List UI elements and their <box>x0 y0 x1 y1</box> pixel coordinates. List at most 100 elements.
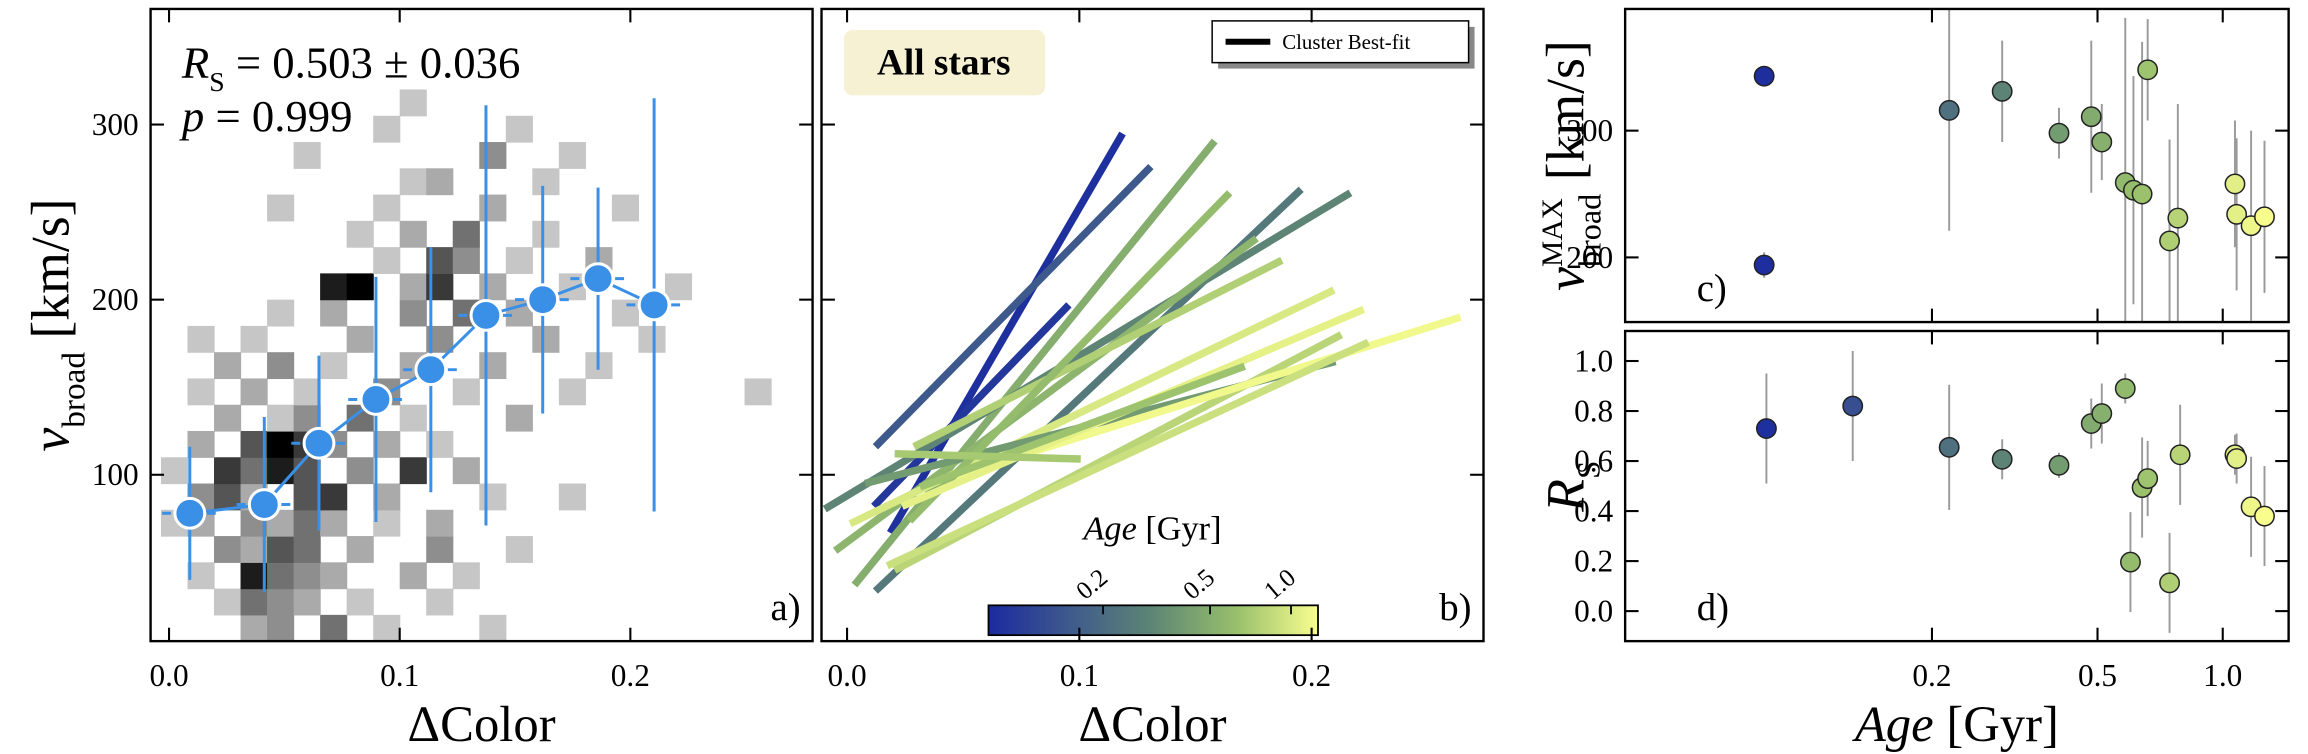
binned-point <box>581 262 615 296</box>
heatmap-cell <box>320 509 348 537</box>
heatmap-cell <box>267 536 295 563</box>
sub-text: S <box>209 66 224 97</box>
sub-text: broad <box>1572 194 1608 267</box>
main-text: Age <box>1081 510 1136 548</box>
heatmap-cell <box>214 483 242 511</box>
heatmap-cell <box>187 430 215 458</box>
unit-text: [km/s] <box>1535 40 1595 180</box>
point <box>2048 454 2070 476</box>
sub-text: S <box>1570 460 1607 479</box>
heatmap-cell <box>505 115 533 143</box>
heatmap-cell <box>373 247 401 274</box>
heatmap-cell <box>293 378 321 406</box>
sub-text: broad <box>56 352 93 428</box>
y-axis-label: vMAX broad [km/s] <box>1535 40 1607 291</box>
main-text: p <box>179 91 204 141</box>
point <box>2226 203 2248 225</box>
colorbar-tick-label: 0.2 <box>1071 563 1113 605</box>
heatmap-cell <box>187 562 215 590</box>
tag-text: All stars <box>877 43 1011 84</box>
y-tick-label: 0.6 <box>1574 443 1613 478</box>
fit-line <box>912 256 1284 451</box>
heatmap-cell <box>664 273 693 301</box>
heatmap-cell <box>293 457 321 485</box>
heatmap-cell <box>373 509 401 537</box>
heatmap-cell <box>373 614 401 642</box>
heatmap-cell <box>320 299 348 327</box>
point <box>2159 230 2180 252</box>
point <box>2224 173 2246 195</box>
point <box>1753 65 1775 87</box>
heatmap-cell <box>426 588 454 616</box>
heatmap-cell <box>532 220 560 248</box>
point <box>1938 436 1960 458</box>
binned-point <box>359 383 393 416</box>
y-tick-label: 0.0 <box>1574 594 1613 629</box>
point <box>2137 468 2159 489</box>
point <box>2080 106 2102 128</box>
colorbar <box>987 604 1319 637</box>
heatmap-cell <box>293 142 321 169</box>
heatmap-cell <box>611 194 640 222</box>
heatmap-cell <box>267 194 295 222</box>
axes-frame <box>149 7 814 643</box>
fit-line <box>872 163 1154 450</box>
y-tick-label: 0.8 <box>1574 393 1613 428</box>
tag-box <box>843 29 1046 96</box>
heatmap-cell <box>452 247 480 274</box>
binned-point <box>469 299 503 332</box>
heatmap-cell <box>346 536 374 563</box>
heatmap-cell <box>479 194 507 222</box>
heatmap-cell <box>399 89 427 117</box>
binned-point <box>173 496 207 530</box>
heatmap-cell <box>479 273 507 301</box>
heatmap-cell <box>399 220 427 248</box>
heatmap-cell <box>373 483 401 511</box>
heatmap-cell <box>267 588 295 616</box>
y-tick-label: 1.0 <box>1574 343 1613 378</box>
point <box>1991 448 2013 470</box>
heatmap-cell <box>373 194 401 222</box>
heatmap-cell <box>452 378 480 406</box>
panel-label: d) <box>1697 586 1729 629</box>
point <box>2120 551 2141 573</box>
panel-label: b) <box>1439 586 1471 629</box>
heatmap-cell <box>346 220 374 248</box>
heatmap-cell <box>267 430 295 458</box>
main-text: v <box>1535 267 1595 291</box>
sup-text: MAX <box>1537 198 1569 267</box>
heatmap-cell <box>214 404 242 432</box>
main-text: v <box>21 428 81 452</box>
x-tick-label: 0.2 <box>1912 658 1951 693</box>
x-tick-label: 0.2 <box>1292 658 1331 693</box>
x-tick-label: 0.0 <box>149 658 188 693</box>
colorbar-tick-label: 0.5 <box>1178 563 1220 605</box>
p-value-text: p = 0.999 <box>179 91 353 141</box>
heatmap-cell <box>744 378 772 406</box>
heatmap-cell <box>293 509 321 537</box>
x-tick-label: 0.0 <box>828 658 867 693</box>
colorbar-label: Age [Gyr] <box>1081 510 1221 548</box>
y-tick-label: 100 <box>92 457 139 492</box>
binned-point <box>526 283 560 317</box>
heatmap-cell <box>240 588 268 616</box>
heatmap-cell <box>479 142 507 169</box>
point <box>1938 99 1960 121</box>
y-tick-label: 200 <box>1566 240 1613 275</box>
point <box>2226 448 2248 469</box>
x-tick-label: 0.1 <box>380 658 419 693</box>
heatmap-cell <box>267 562 295 590</box>
text-text: = 0.503 ± 0.036 <box>236 38 521 88</box>
heatmap-cell <box>293 588 321 616</box>
heatmap-cell <box>373 115 401 143</box>
heatmap-cell <box>346 588 374 616</box>
fit-line <box>885 338 1370 570</box>
heatmap-cell <box>558 483 586 511</box>
heatmap-cell <box>399 168 427 196</box>
axes-frame <box>1623 329 2290 643</box>
x-tick-label: 0.1 <box>1060 658 1099 693</box>
y-tick-label: 0.2 <box>1574 544 1613 579</box>
point <box>2254 206 2275 228</box>
point <box>2091 403 2113 424</box>
heatmap-cell <box>214 536 242 563</box>
